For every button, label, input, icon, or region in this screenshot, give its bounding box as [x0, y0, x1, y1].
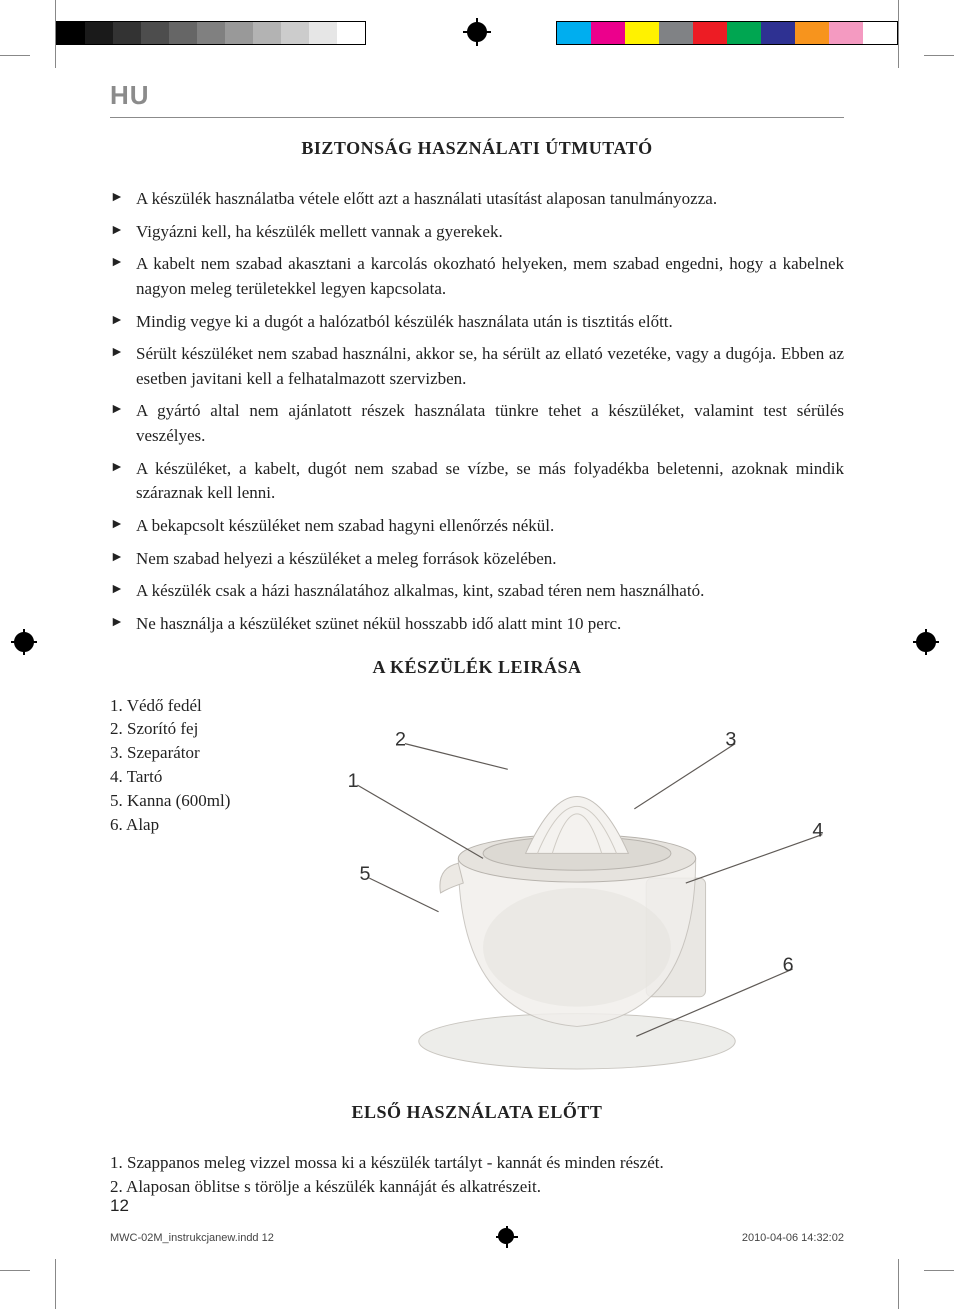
- safety-item: Sérült készüléket nem szabad használni, …: [110, 342, 844, 391]
- safety-item: A gyártó altal nem ajánlatott részek has…: [110, 399, 844, 448]
- diagram-callout-number: 5: [359, 863, 370, 885]
- page-content: HU BIZTONSÁG HASZNÁLATI ÚTMUTATÓ A készü…: [56, 60, 898, 1260]
- diagram-callout-number: 6: [783, 954, 794, 976]
- header-rule: [110, 117, 844, 118]
- printer-color-bar: [0, 20, 954, 46]
- diagram-callout-number: 3: [725, 728, 736, 750]
- diagram-callout-number: 1: [348, 770, 359, 792]
- language-code: HU: [110, 80, 844, 111]
- footer-filename: MWC-02M_instrukcjanew.indd 12: [110, 1232, 274, 1244]
- safety-item: Mindig vegye ki a dugót a halózatból kés…: [110, 310, 844, 335]
- parts-legend-item: 4. Tartó: [110, 765, 300, 789]
- safety-instructions-list: A készülék használatba vétele előtt azt …: [110, 187, 844, 637]
- parts-legend-item: 1. Védő fedél: [110, 694, 300, 718]
- product-diagram: 1 2 3 4 5 6: [310, 688, 844, 1088]
- crop-mark-bottom-left: [0, 1259, 56, 1309]
- page-number: 12: [110, 1196, 129, 1216]
- safety-item: Vigyázni kell, ha készülék mellett vanna…: [110, 220, 844, 245]
- registration-mark-top: [465, 20, 489, 44]
- heading-first-use: ELSŐ HASZNÁLATA ELŐTT: [110, 1102, 844, 1123]
- parts-section: 1. Védő fedél2. Szorító fej3. Szeparátor…: [110, 688, 844, 1088]
- parts-legend-item: 3. Szeparátor: [110, 741, 300, 765]
- first-use-steps: 1. Szappanos meleg vizzel mossa ki a kés…: [110, 1151, 844, 1200]
- safety-item: Ne használja a készüléket szünet nékül h…: [110, 612, 844, 637]
- parts-legend-item: 6. Alap: [110, 813, 300, 837]
- heading-parts: A KÉSZÜLÉK LEIRÁSA: [110, 657, 844, 678]
- grayscale-swatches: [56, 21, 366, 45]
- registration-mark-bottom: [498, 1228, 518, 1248]
- safety-item: Nem szabad helyezi a készüléket a meleg …: [110, 547, 844, 572]
- registration-mark-right: [916, 632, 940, 656]
- color-swatches: [556, 21, 898, 45]
- parts-legend-item: 5. Kanna (600ml): [110, 789, 300, 813]
- first-use-step: 2. Alaposan öblitse s törölje a készülék…: [110, 1175, 844, 1200]
- crop-mark-bottom-right: [898, 1259, 954, 1309]
- parts-legend: 1. Védő fedél2. Szorító fej3. Szeparátor…: [110, 688, 300, 1088]
- safety-item: A készüléket, a kabelt, dugót nem szabad…: [110, 457, 844, 506]
- footer-timestamp: 2010-04-06 14:32:02: [742, 1232, 844, 1244]
- first-use-step: 1. Szappanos meleg vizzel mossa ki a kés…: [110, 1151, 844, 1176]
- diagram-callout-number: 4: [812, 819, 823, 841]
- safety-item: A bekapcsolt készüléket nem szabad hagyn…: [110, 514, 844, 539]
- parts-legend-item: 2. Szorító fej: [110, 717, 300, 741]
- safety-item: A készülék csak a házi használatához alk…: [110, 579, 844, 604]
- heading-safety: BIZTONSÁG HASZNÁLATI ÚTMUTATÓ: [110, 138, 844, 159]
- diagram-callout-number: 2: [395, 728, 406, 750]
- safety-item: A kabelt nem szabad akasztani a karcolás…: [110, 252, 844, 301]
- safety-item: A készülék használatba vétele előtt azt …: [110, 187, 844, 212]
- registration-mark-left: [14, 632, 38, 656]
- footer: MWC-02M_instrukcjanew.indd 12 2010-04-06…: [110, 1228, 844, 1248]
